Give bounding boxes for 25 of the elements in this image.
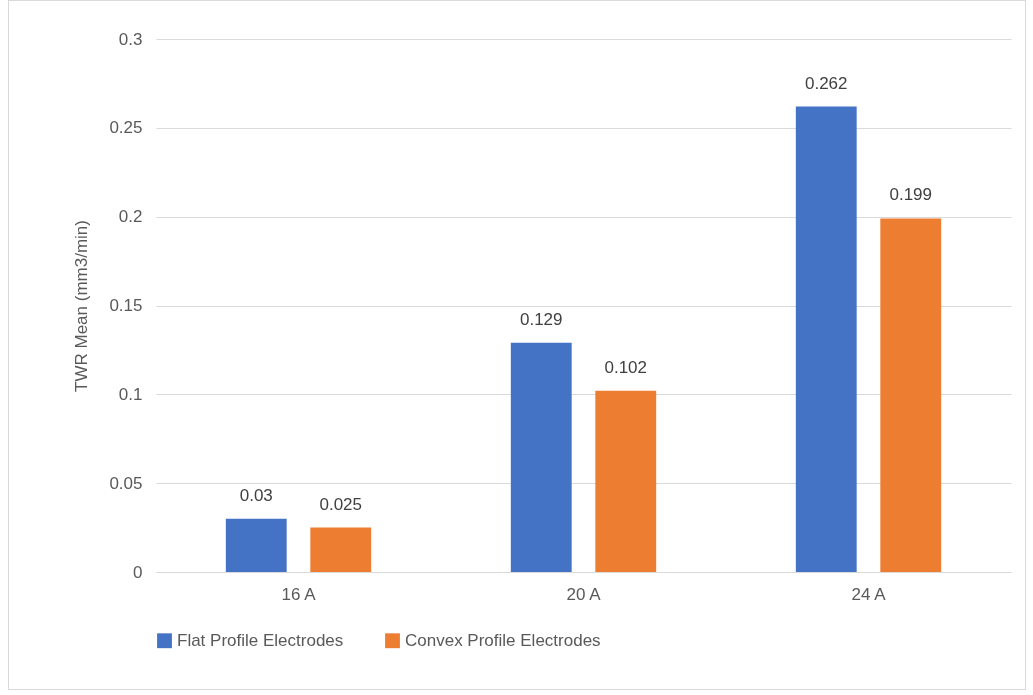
- y-tick-label: 0.25: [109, 118, 143, 138]
- y-tick-label: 0.3: [118, 29, 143, 49]
- data-label: 0.03: [239, 485, 273, 505]
- bar: [795, 106, 857, 572]
- y-tick-label: 0: [133, 562, 143, 582]
- x-tick-label: 20 A: [566, 584, 602, 604]
- bar: [880, 218, 942, 572]
- y-tick-label: 0.1: [118, 384, 143, 404]
- x-tick-label: 24 A: [851, 584, 887, 604]
- data-label: 0.102: [604, 357, 648, 377]
- legend-label: Flat Profile Electrodes: [177, 630, 344, 650]
- legend-label: Convex Profile Electrodes: [405, 630, 601, 650]
- y-axis-title: TWR Mean (mm3/min): [72, 220, 92, 392]
- bar: [510, 342, 572, 572]
- bar: [595, 390, 657, 572]
- data-label: 0.199: [889, 185, 933, 205]
- bar: [225, 518, 287, 572]
- bar: [310, 527, 372, 572]
- y-tick-label: 0.05: [109, 473, 143, 493]
- x-tick-label: 16 A: [281, 584, 317, 604]
- y-tick-label: 0.15: [109, 296, 143, 315]
- data-label: 0.025: [319, 494, 363, 514]
- data-label: 0.262: [804, 73, 848, 93]
- y-tick-label: 0.2: [118, 207, 143, 227]
- data-label: 0.129: [519, 309, 563, 329]
